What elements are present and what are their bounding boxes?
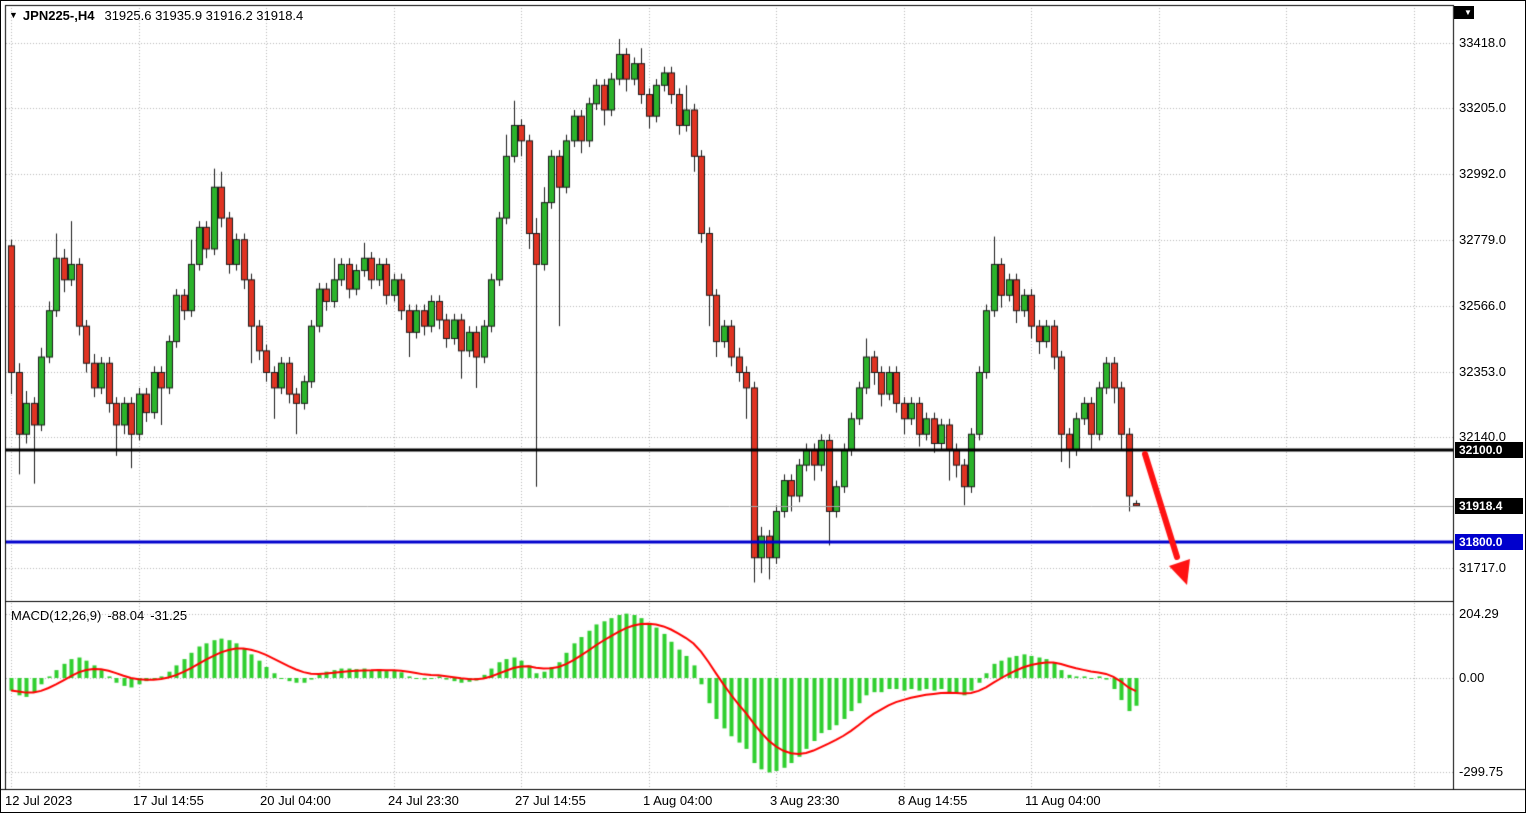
price-tick: 31717.0 <box>1459 560 1506 575</box>
price-tick: 32353.0 <box>1459 364 1506 379</box>
time-tick: 27 Jul 14:55 <box>515 793 586 808</box>
symbol-title: JPN225-,H4 <box>22 8 95 23</box>
macd-indicator-label: MACD(12,26,9) -88.04 -31.25 <box>11 608 193 623</box>
time-tick: 1 Aug 04:00 <box>643 793 713 808</box>
price-line-label: 31800.0 <box>1455 534 1523 550</box>
time-tick: 3 Aug 23:30 <box>770 793 840 808</box>
macd-name: MACD(12,26,9) <box>11 608 102 623</box>
macd-tick: -299.75 <box>1459 764 1504 779</box>
chart-header: ▼ JPN225-,H4 31925.6 31935.9 31916.2 31918… <box>9 8 303 23</box>
time-tick: 11 Aug 04:00 <box>1025 793 1101 808</box>
price-tick: 32566.0 <box>1459 298 1506 313</box>
price-tick: 33205.0 <box>1459 100 1506 115</box>
macd-value: -88.04 <box>107 608 145 623</box>
time-tick: 8 Aug 14:55 <box>898 793 968 808</box>
macd-signal-value: -31.25 <box>150 608 188 623</box>
shift-triangle-icon: ▼ <box>1464 8 1472 17</box>
time-tick: 12 Jul 2023 <box>5 793 73 808</box>
price-tick: 33418.0 <box>1459 35 1506 50</box>
time-tick: 17 Jul 14:55 <box>133 793 204 808</box>
price-line-label: 32100.0 <box>1455 442 1523 458</box>
symbol-dropdown-icon[interactable]: ▼ <box>9 10 18 20</box>
price-tick: 32140.0 <box>1459 429 1506 444</box>
chart-shift-marker: ▼ <box>1454 6 1474 19</box>
macd-tick: 204.29 <box>1459 606 1499 621</box>
price-tick: 32992.0 <box>1459 166 1506 181</box>
time-tick: 24 Jul 23:30 <box>388 793 459 808</box>
ohlc-values: 31925.6 31935.9 31916.2 31918.4 <box>104 8 304 23</box>
macd-tick: 0.00 <box>1459 670 1485 685</box>
price-tick: 32779.0 <box>1459 232 1506 247</box>
time-tick: 20 Jul 04:00 <box>260 793 331 808</box>
price-line-label: 31918.4 <box>1455 498 1523 514</box>
